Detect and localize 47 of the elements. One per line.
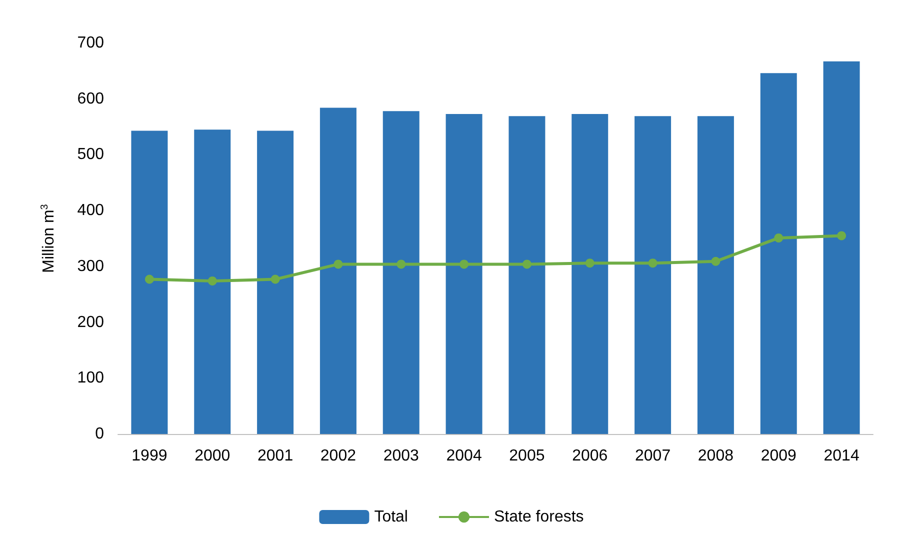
y-tick-label: 0	[95, 426, 104, 442]
x-tick-label: 2003	[383, 448, 420, 464]
point	[144, 274, 154, 284]
point	[208, 276, 217, 286]
bar	[823, 61, 860, 434]
y-axis-title: Million m3	[40, 204, 58, 273]
legend-label: Total	[374, 508, 408, 526]
y-tick-label: 200	[77, 314, 104, 331]
x-tick-label: 2014	[824, 448, 860, 464]
legend-label: State forests	[494, 508, 584, 526]
y-tick-label: 300	[77, 258, 104, 275]
bar	[697, 116, 734, 434]
bar	[257, 130, 294, 434]
point	[711, 256, 720, 266]
y-tick-label: 600	[77, 90, 104, 108]
bar	[446, 114, 482, 434]
x-tick-label: 1999	[132, 448, 168, 464]
point	[460, 260, 469, 269]
bar	[382, 111, 420, 434]
point	[522, 260, 532, 269]
x-tick-label: 2001	[257, 448, 294, 464]
point	[837, 231, 846, 240]
x-tick-label: 2008	[698, 448, 734, 464]
bar	[634, 116, 672, 434]
x-tick-label: 2007	[634, 448, 671, 464]
bar	[508, 116, 546, 434]
x-tick-label: 2000	[194, 448, 230, 464]
bar	[320, 108, 356, 434]
point	[648, 258, 658, 268]
point	[774, 233, 784, 242]
bar	[131, 130, 168, 434]
bar	[760, 73, 797, 434]
point	[585, 258, 594, 268]
point	[334, 260, 343, 269]
y-tick-label: 500	[77, 146, 104, 164]
y-tick-label: 700	[77, 34, 104, 52]
y-tick-label: 400	[77, 202, 104, 220]
x-tick-label: 2002	[320, 448, 356, 464]
point	[270, 274, 280, 284]
x-tick-label: 2004	[446, 448, 482, 464]
bar	[572, 114, 608, 434]
bar	[194, 130, 231, 434]
point	[396, 260, 406, 269]
x-tick-label: 2006	[572, 448, 608, 464]
y-tick-label: 100	[77, 370, 104, 387]
x-tick-label: 2009	[760, 448, 797, 464]
x-tick-label: 2005	[509, 448, 545, 464]
